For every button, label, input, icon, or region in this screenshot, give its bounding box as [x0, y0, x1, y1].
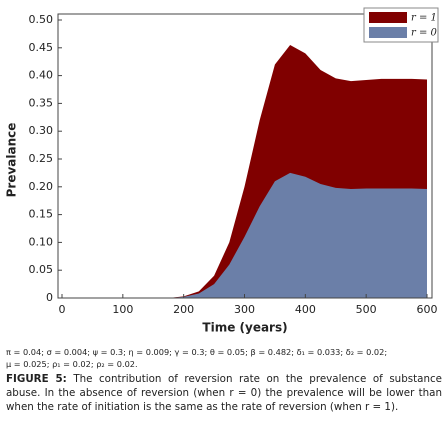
- x-tick-label: 200: [173, 303, 194, 316]
- chart: Prevalance Time (years) 0 0.05 0.10 0.15 0.2…: [5, 7, 439, 335]
- x-tick-label: 0: [59, 303, 66, 316]
- legend-swatch: [369, 12, 407, 23]
- caption-label: FIGURE 5:: [6, 373, 67, 385]
- y-tick-label: 0.50: [29, 13, 54, 26]
- x-tick-label: 400: [295, 303, 316, 316]
- y-tick-label: 0.40: [29, 69, 54, 82]
- y-tick-label: 0.35: [29, 96, 54, 109]
- y-tick-label: 0.30: [29, 124, 54, 137]
- y-tick-label: 0.05: [29, 263, 54, 276]
- caption-text: The contribution of reversion rate on th…: [6, 373, 442, 413]
- legend-swatch: [369, 27, 407, 38]
- y-tick-label: 0.45: [29, 41, 54, 54]
- x-tick-label: 300: [234, 303, 255, 316]
- y-tick-label: 0.10: [29, 235, 54, 248]
- caption: FIGURE 5: The contribution of reversion …: [6, 372, 442, 414]
- y-tick-label: 0: [46, 291, 53, 304]
- x-tick-label: 500: [356, 303, 377, 316]
- area: [62, 172, 427, 298]
- x-tick-label: 100: [112, 303, 133, 316]
- note: μ = 0.025; ρ₁ = 0.02; ρ₂ = 0.02.: [6, 359, 138, 369]
- legend-label: r = 1: [411, 13, 437, 24]
- x-axis-label: Time (years): [202, 321, 287, 335]
- note: π = 0.04; σ = 0.004; ψ = 0.3; η = 0.009;…: [6, 347, 388, 357]
- legend-label: r = 0: [411, 28, 438, 39]
- notes: π = 0.04; σ = 0.004; ψ = 0.3; η = 0.009;…: [6, 346, 442, 370]
- y-tick-label: 0.15: [29, 208, 54, 221]
- x-tick-label: 600: [417, 303, 438, 316]
- y-tick-label: 0.20: [29, 180, 54, 193]
- y-axis-label: Prevalance: [5, 123, 19, 198]
- y-tick-label: 0.25: [29, 152, 54, 165]
